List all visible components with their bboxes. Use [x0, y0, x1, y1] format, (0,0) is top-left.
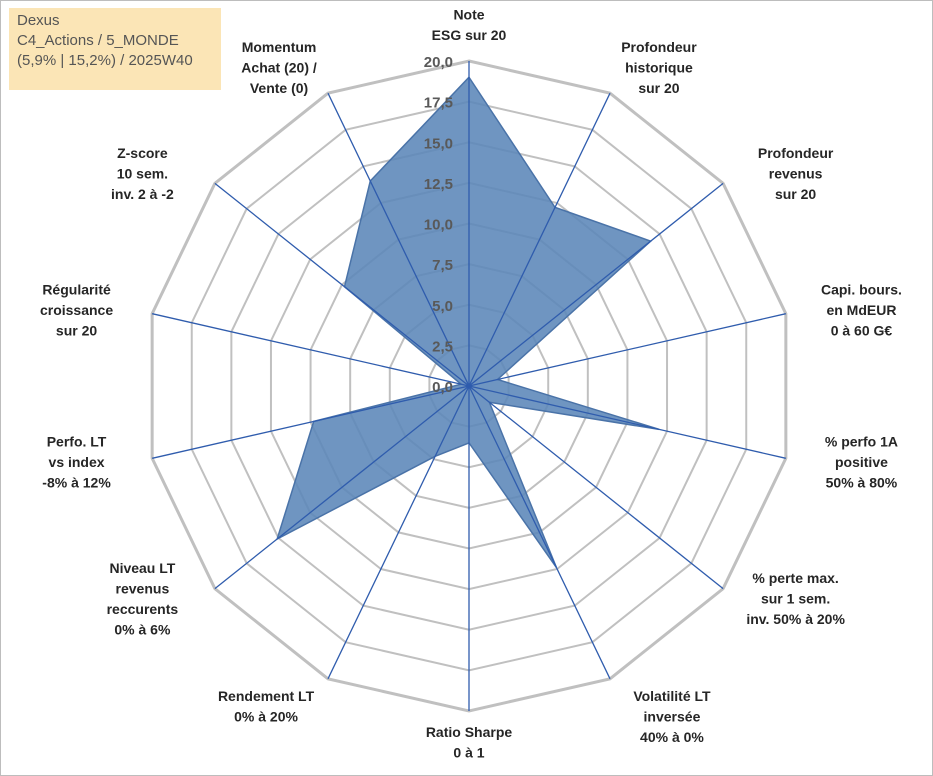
info-stats: (5,9% | 15,2%) / 2025W40: [17, 52, 193, 69]
axis-spoke: [214, 182, 470, 387]
axis-spoke: [468, 92, 611, 387]
axis-label: Capi. bours. en MdEUR 0 à 60 G€: [821, 282, 902, 339]
axis-label: Ratio Sharpe 0 à 1: [426, 724, 513, 761]
axis-label: Profondeur historique sur 20: [621, 39, 697, 96]
axis-label: Z-score 10 sem. inv. 2 à -2: [111, 145, 174, 202]
axis-label: Régularité croissance sur 20: [40, 282, 113, 339]
tick-label: 20,0: [424, 54, 453, 71]
axis-label: % perte max. sur 1 sem. inv. 50% à 20%: [746, 570, 845, 627]
axis-spoke: [468, 182, 724, 387]
axis-label: Note ESG sur 20: [432, 7, 507, 44]
axis-spoke: [468, 313, 786, 387]
axis-spoke: [468, 385, 786, 459]
tick-label: 7,5: [432, 257, 453, 274]
tick-label: 12,5: [424, 176, 453, 193]
axis-spoke: [468, 385, 724, 590]
tick-label: 2,5: [432, 338, 453, 355]
tick-label: 17,5: [424, 95, 453, 112]
axis-label: Momentum Achat (20) / Vente (0): [241, 39, 317, 96]
axis-spoke: [327, 385, 470, 680]
axis-label: % perfo 1A positive 50% à 80%: [825, 433, 898, 490]
tick-label: 15,0: [424, 135, 453, 152]
axis-label: Niveau LT revenus reccurents 0% à 6%: [107, 560, 179, 638]
axis-label: Volatilité LT inversée 40% à 0%: [633, 688, 711, 745]
tick-label: 0,0: [432, 379, 453, 396]
tick-label: 10,0: [424, 217, 453, 234]
axis-label: Profondeur revenus sur 20: [758, 145, 834, 202]
axis-spoke: [214, 385, 470, 590]
axis-spoke: [152, 313, 470, 387]
axis-spoke: [327, 92, 470, 387]
info-category: C4_Actions / 5_MONDE: [17, 32, 179, 49]
axis-label: Rendement LT 0% à 20%: [218, 688, 315, 725]
info-box: Dexus C4_Actions / 5_MONDE (5,9% | 15,2%…: [9, 8, 221, 90]
axis-spoke: [468, 385, 611, 680]
axis-label: Perfo. LT vs index -8% à 12%: [42, 433, 111, 490]
info-company: Dexus: [17, 12, 60, 29]
tick-label: 5,0: [432, 298, 453, 315]
axis-spoke: [152, 385, 470, 459]
